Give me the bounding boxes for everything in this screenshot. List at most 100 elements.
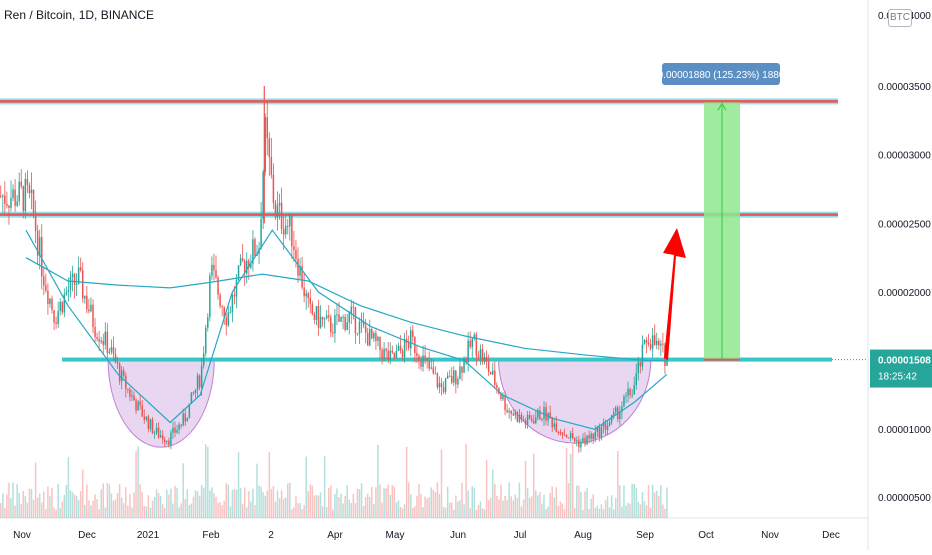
volume-bar	[666, 487, 668, 518]
volume-bar	[289, 482, 291, 518]
candle-body	[32, 189, 35, 213]
volume-bar	[129, 494, 131, 518]
candle-body	[600, 427, 603, 438]
candle-body	[383, 348, 385, 359]
grid	[0, 0, 869, 550]
volume-bar	[65, 484, 68, 518]
candle-body	[100, 340, 102, 342]
candle-body	[317, 306, 320, 328]
volume-bar	[444, 508, 447, 518]
volume-bar	[465, 443, 467, 518]
volume-bar	[485, 459, 488, 518]
candle-body	[410, 330, 412, 349]
volume-bar	[524, 460, 527, 518]
volume-bar	[196, 491, 199, 518]
candle-body	[629, 388, 631, 395]
candle-body	[51, 298, 53, 311]
candle-body	[358, 321, 361, 334]
volume-bar	[350, 502, 353, 518]
volume-bar	[14, 505, 16, 518]
volume-bar	[410, 494, 412, 518]
candle-body	[332, 332, 334, 334]
volume-bar	[0, 503, 2, 518]
candle-body	[580, 442, 582, 448]
volume-bar	[219, 502, 221, 518]
volume-bar	[578, 485, 580, 518]
candle-body	[455, 370, 457, 385]
candle-body	[147, 416, 150, 429]
candle-body	[381, 349, 383, 359]
candle-body	[604, 422, 607, 430]
candle-body	[557, 432, 560, 434]
volume-bar	[149, 507, 152, 518]
candle-body	[223, 307, 225, 318]
volume-bar	[200, 484, 203, 518]
volume-bar	[323, 456, 326, 518]
volume-bar	[420, 493, 422, 518]
volume-bar	[405, 446, 408, 518]
time-tick-label: Oct	[698, 530, 714, 541]
candle-body	[155, 427, 158, 433]
time-tick-label: Dec	[822, 530, 840, 541]
candle-body	[631, 394, 633, 396]
volume-bar	[641, 491, 644, 518]
candle-body	[323, 318, 326, 320]
volume-bar	[61, 501, 63, 518]
volume-bar	[621, 506, 623, 518]
candle-body	[205, 327, 207, 354]
candle-body	[174, 427, 176, 433]
candle-body	[61, 301, 63, 313]
volume-bar	[627, 502, 629, 518]
volume-bar	[55, 509, 57, 518]
candle-body	[184, 413, 186, 422]
candle-body	[366, 332, 369, 346]
volume-bar	[63, 494, 66, 518]
volume-bar	[379, 484, 381, 518]
volume-bar	[274, 501, 277, 518]
volume-bar	[38, 493, 41, 518]
volume-bar	[18, 493, 20, 518]
candle-body	[377, 336, 379, 341]
volume-bar	[391, 484, 394, 518]
price-tick-label: 0.00003000	[878, 151, 931, 162]
volume-bar	[256, 463, 258, 518]
candle-body	[559, 432, 562, 434]
candle-body	[492, 370, 494, 375]
volume-bar	[92, 500, 94, 518]
volume-bar	[547, 506, 549, 518]
candle-body	[254, 239, 256, 256]
volume-bar	[637, 501, 640, 518]
candle-body	[180, 424, 182, 426]
candle-body	[418, 355, 420, 361]
volume-bar	[651, 484, 654, 518]
candle-body	[328, 315, 330, 318]
candle-body	[161, 435, 164, 440]
candle-body	[645, 339, 648, 343]
volume-bar	[30, 489, 33, 518]
volume-bar	[369, 496, 371, 518]
volume-bar	[434, 492, 437, 518]
volume-bar	[530, 496, 533, 518]
candle-body	[344, 316, 346, 330]
candle-body	[75, 283, 78, 285]
candle-body	[475, 334, 478, 357]
candle-body	[159, 435, 162, 438]
volume-bar	[71, 492, 74, 518]
volume-bar	[153, 497, 156, 518]
volume-bar	[631, 483, 633, 518]
candle-body	[65, 292, 68, 295]
volume-bar	[332, 509, 334, 518]
volume-bar	[385, 488, 387, 518]
projection-arrow	[663, 228, 686, 360]
candle-body	[278, 202, 281, 206]
candle-body	[360, 321, 363, 323]
volume-bar	[580, 491, 582, 518]
volume-bar	[481, 508, 484, 518]
volume-bar	[633, 484, 635, 518]
currency-badge[interactable]: BTC	[888, 9, 912, 27]
candle-body	[196, 375, 199, 390]
volume-bar	[354, 503, 357, 518]
candle-body	[639, 362, 642, 367]
